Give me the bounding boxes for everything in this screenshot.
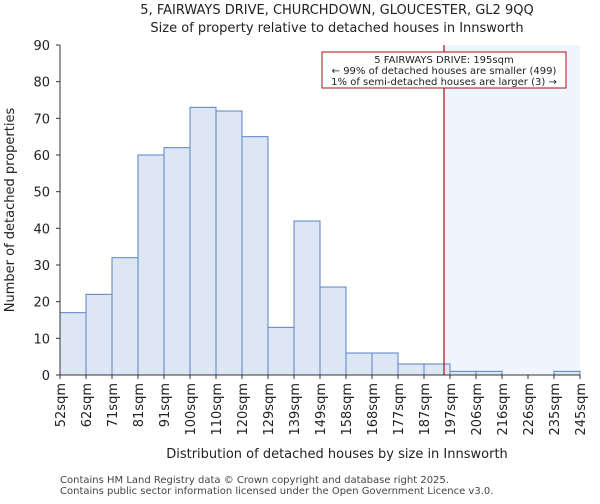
- footer-line-2: Contains public sector information licen…: [60, 486, 493, 497]
- bars: [59, 106, 581, 376]
- x-tick-label: 110sqm: [210, 383, 225, 436]
- y-tick-label: 80: [33, 76, 50, 91]
- y-tick-label: 50: [33, 186, 50, 201]
- bar-139sqm: [293, 220, 321, 376]
- chart-subtitle: Size of property relative to detached ho…: [150, 21, 523, 36]
- x-ticks: 52sqm 62sqm 71sqm 81sqm 91sqm 100sqm 110sqm 120…: [54, 375, 589, 436]
- x-axis-label: Distribution of detached houses by size …: [166, 447, 508, 462]
- y-tick-label: 20: [33, 296, 50, 311]
- x-tick-label: 100sqm: [184, 383, 199, 436]
- x-tick-label: 177sqm: [392, 383, 407, 436]
- bar-100sqm: [189, 106, 217, 376]
- x-tick-label: 187sqm: [418, 383, 433, 436]
- x-tick-label: 81sqm: [132, 383, 147, 427]
- bar-177sqm: [397, 363, 425, 376]
- x-tick-label: 71sqm: [106, 383, 121, 427]
- bar-187sqm: [423, 363, 451, 376]
- bar-149sqm: [319, 286, 347, 376]
- x-tick-label: 129sqm: [262, 383, 277, 436]
- x-tick-label: 235sqm: [548, 383, 563, 436]
- x-tick-label: 91sqm: [158, 383, 173, 427]
- annotation-line-1: 5 FAIRWAYS DRIVE: 195sqm: [374, 55, 513, 66]
- bar-168sqm: [371, 352, 399, 376]
- bar-158sqm: [345, 352, 373, 376]
- x-tick-label: 158sqm: [340, 383, 355, 436]
- bar-81sqm: [137, 154, 165, 376]
- y-tick-label: 40: [33, 222, 50, 237]
- x-tick-label: 120sqm: [236, 383, 251, 436]
- x-tick-label: 245sqm: [574, 383, 589, 436]
- x-tick-label: 62sqm: [80, 383, 95, 427]
- bar-110sqm: [215, 110, 243, 376]
- x-tick-label: 52sqm: [54, 383, 69, 427]
- y-axis-label: Number of detached properties: [3, 108, 18, 313]
- footer-line-1: Contains HM Land Registry data © Crown c…: [60, 475, 449, 486]
- bar-206sqm: [475, 370, 503, 376]
- bar-129sqm: [267, 326, 295, 376]
- y-tick-label: 90: [33, 39, 50, 54]
- bar-71sqm: [111, 257, 139, 376]
- x-tick-label: 216sqm: [496, 383, 511, 436]
- y-tick-label: 60: [33, 149, 50, 164]
- highlight-region: [444, 45, 580, 375]
- y-ticks: 0 10 20 30 40 50 60 70 80 90: [33, 39, 60, 384]
- chart-title: 5, FAIRWAYS DRIVE, CHURCHDOWN, GLOUCESTE…: [140, 3, 533, 18]
- y-tick-label: 30: [33, 259, 50, 274]
- x-tick-label: 168sqm: [366, 383, 381, 436]
- x-tick-label: 206sqm: [470, 383, 485, 436]
- x-tick-label: 149sqm: [314, 383, 329, 436]
- y-tick-label: 0: [42, 369, 50, 384]
- y-tick-label: 10: [33, 332, 50, 347]
- annotation-line-2: ← 99% of detached houses are smaller (49…: [332, 66, 557, 77]
- annotation-box: 5 FAIRWAYS DRIVE: 195sqm ← 99% of detach…: [321, 51, 567, 89]
- y-tick-label: 70: [33, 112, 50, 127]
- annotation-border: [321, 51, 567, 89]
- bar-52sqm: [59, 312, 87, 376]
- x-tick-label: 226sqm: [522, 383, 537, 436]
- bar-197sqm: [449, 370, 477, 376]
- bar-62sqm: [85, 293, 113, 376]
- x-tick-label: 197sqm: [444, 383, 459, 436]
- annotation-line-3: 1% of semi-detached houses are larger (3…: [331, 77, 557, 88]
- x-tick-label: 139sqm: [288, 383, 303, 436]
- bar-235sqm: [553, 370, 581, 376]
- bar-120sqm: [241, 136, 269, 376]
- bar-91sqm: [163, 147, 191, 376]
